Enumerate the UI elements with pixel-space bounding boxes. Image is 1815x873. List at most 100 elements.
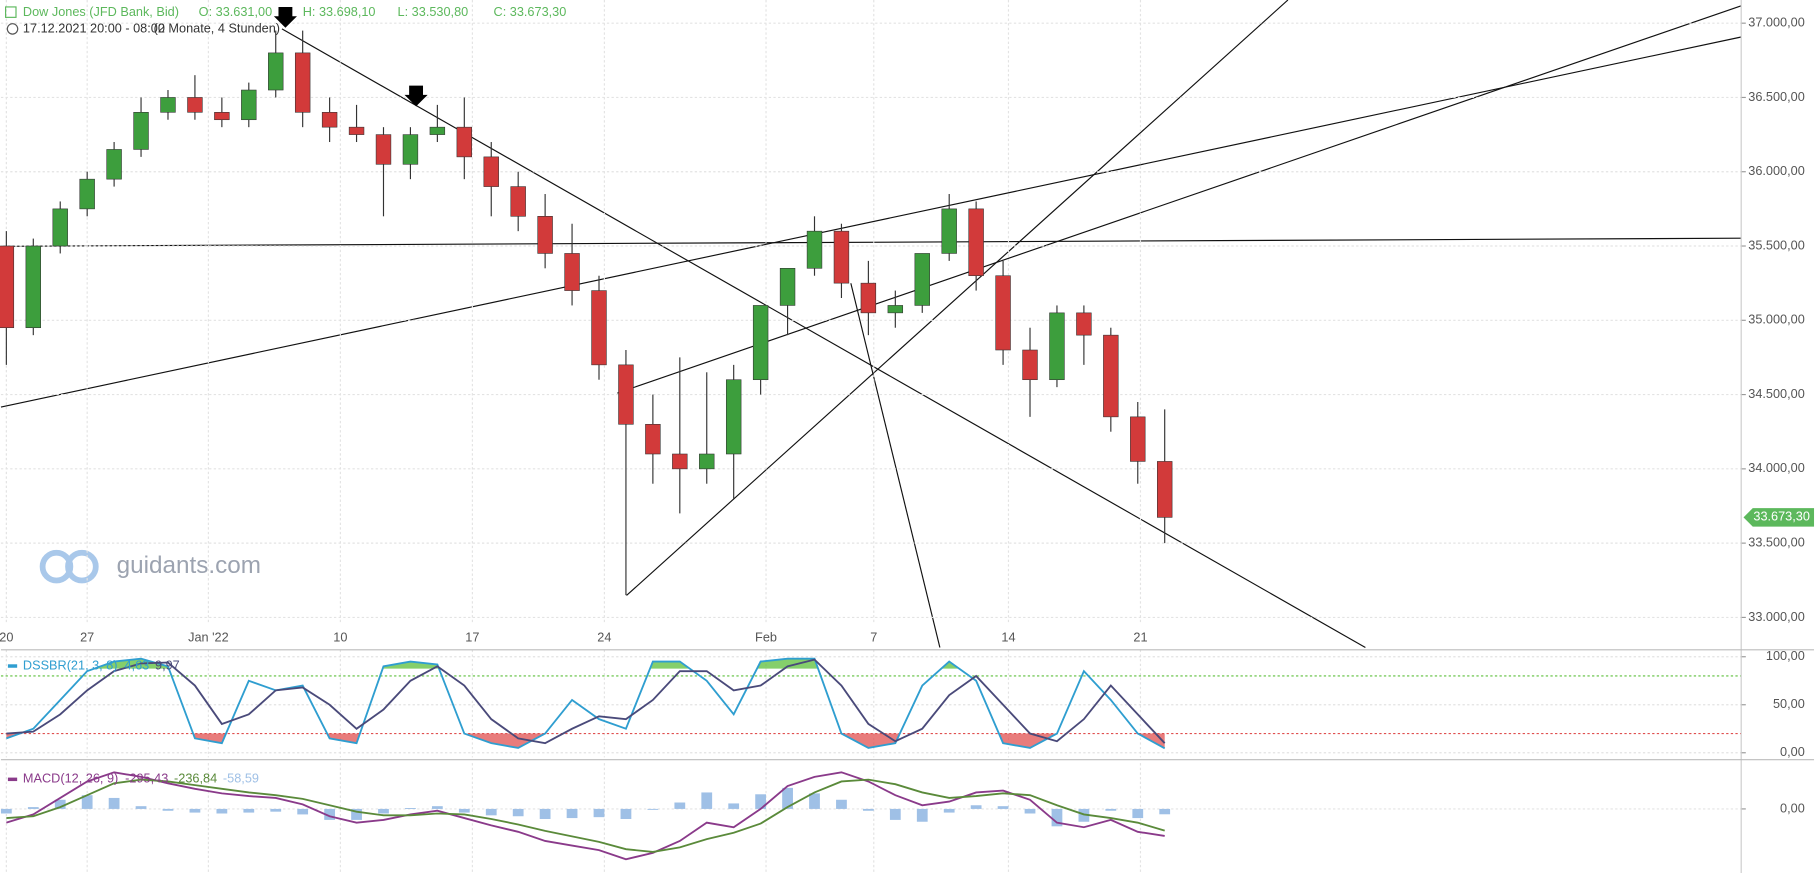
candle-body xyxy=(1130,416,1146,462)
indicator-value: -295,43 xyxy=(125,771,168,786)
indicator-title: DSSBR(21, 3, 8) xyxy=(23,657,118,672)
candle-body xyxy=(0,245,15,329)
watermark-text: guidants.com xyxy=(117,552,261,579)
histogram-bar xyxy=(189,808,201,813)
histogram-bar xyxy=(701,792,713,809)
histogram-bar xyxy=(54,799,66,809)
histogram-bar xyxy=(81,795,93,809)
ohlc-open: O: 33.631,00 xyxy=(199,4,272,19)
candle-body xyxy=(25,245,41,329)
candle-body xyxy=(618,364,634,425)
candle-body xyxy=(725,379,742,455)
candle-body xyxy=(995,275,1011,351)
candle-body xyxy=(429,126,446,135)
y-tick-label: 35.500,00 xyxy=(1748,237,1805,252)
candle-body xyxy=(348,126,365,135)
x-tick-label: 20 xyxy=(0,630,13,645)
candle-body xyxy=(672,453,688,470)
histogram-bar xyxy=(674,802,686,809)
histogram-bar xyxy=(943,808,955,813)
candle-body xyxy=(1157,461,1173,518)
histogram-bar xyxy=(378,808,389,814)
histogram-bar xyxy=(997,806,1009,809)
indicator-value: 9,97 xyxy=(155,657,180,672)
candle-body xyxy=(321,112,338,128)
indicator-line xyxy=(6,657,1166,750)
x-tick-label: 24 xyxy=(597,630,611,645)
header: Dow Jones (JFD Bank, Bid) O: 33.631,00 H… xyxy=(5,4,566,35)
candle-body xyxy=(591,290,607,366)
histogram-bar xyxy=(728,803,740,809)
candle-body xyxy=(214,112,230,121)
trendline xyxy=(617,5,1742,394)
y-tick-label: 34.000,00 xyxy=(1748,460,1805,475)
icon xyxy=(5,6,17,18)
indicator-line xyxy=(6,778,1165,853)
x-tick-label: 21 xyxy=(1133,630,1147,645)
trendline xyxy=(626,0,1289,596)
indicator-line xyxy=(6,658,1166,745)
trendline xyxy=(0,36,1742,408)
candle-body xyxy=(241,89,257,121)
logo xyxy=(65,549,99,584)
candle-body xyxy=(860,282,877,314)
y-tick-label: 100,00 xyxy=(1766,648,1805,663)
period: (2 Monate, 4 Stunden) xyxy=(154,20,280,35)
candle-body xyxy=(402,134,419,165)
x-tick-label: Feb xyxy=(755,630,777,645)
candle-body xyxy=(537,216,553,254)
candle-body xyxy=(483,156,499,187)
trendlines xyxy=(0,0,1742,649)
candle-body xyxy=(833,230,850,284)
indicator-value: 4,63 xyxy=(124,657,149,672)
candle-body xyxy=(1022,349,1038,381)
candle-body xyxy=(375,134,392,165)
arrow-marker xyxy=(273,6,297,28)
y-tick-label: 36.500,00 xyxy=(1748,89,1805,104)
histogram-bar xyxy=(431,806,443,809)
y-tick-label: 36.000,00 xyxy=(1748,163,1805,178)
histogram-bar xyxy=(620,808,632,819)
candle-body xyxy=(806,230,823,269)
histogram-bar xyxy=(836,799,847,809)
x-tick-label: 10 xyxy=(333,630,347,645)
x-tick-label: 7 xyxy=(870,630,877,645)
ohlc-low: L: 33.530,80 xyxy=(398,4,469,19)
time-range: 17.12.2021 20:00 - 08:00 xyxy=(23,20,165,35)
price-label: 33.673,30 xyxy=(1753,509,1810,524)
y-tick-label: 37.000,00 xyxy=(1748,15,1805,30)
histogram-bar xyxy=(324,808,336,820)
y-tick-label: 35.000,00 xyxy=(1748,312,1805,327)
trendline xyxy=(850,283,941,648)
watermark: guidants.com xyxy=(39,549,261,584)
candle-body xyxy=(79,178,95,210)
histogram-bar xyxy=(755,794,767,809)
histogram-bar xyxy=(593,808,605,818)
histogram-bar xyxy=(405,808,416,809)
price-tag xyxy=(1743,508,1815,527)
histogram-bar xyxy=(135,806,147,809)
y-tick-label: 33.500,00 xyxy=(1748,534,1805,549)
candle-body xyxy=(968,208,984,277)
histogram-bar xyxy=(351,808,362,820)
histogram-bar xyxy=(162,808,174,811)
candle-body xyxy=(52,208,68,247)
indicator-value: -58,59 xyxy=(223,771,259,786)
x-tick-label: 27 xyxy=(80,630,94,645)
histogram-bar xyxy=(485,808,497,816)
histogram-bar xyxy=(1159,808,1171,815)
histogram-bar xyxy=(889,808,901,820)
histogram-bar xyxy=(458,808,470,813)
candle-body xyxy=(914,253,930,306)
histogram-bar xyxy=(566,808,578,819)
arrow-marker xyxy=(404,85,428,107)
indicator-line xyxy=(6,771,1165,861)
histogram-bar xyxy=(1051,808,1063,827)
y-tick-label: 0,00 xyxy=(1780,800,1805,815)
y-tick-label: 33.000,00 xyxy=(1748,609,1805,624)
x-tick-label: 17 xyxy=(465,630,479,645)
candle-body xyxy=(1049,312,1065,381)
